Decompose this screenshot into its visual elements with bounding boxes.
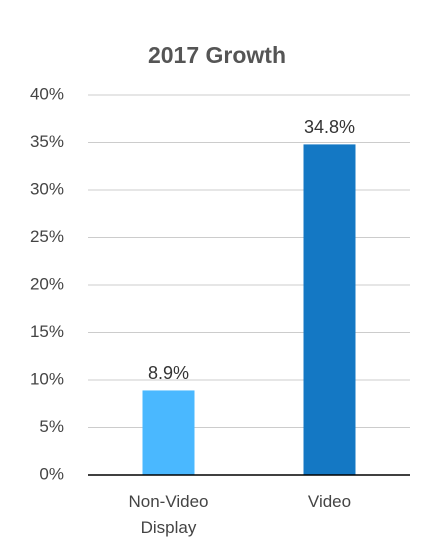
y-tick-label: 0% (39, 464, 64, 483)
y-tick-label: 25% (30, 227, 64, 246)
value-label: 8.9% (148, 363, 189, 383)
y-tick-label: 30% (30, 179, 64, 198)
y-tick-label: 35% (30, 132, 64, 151)
y-tick-label: 15% (30, 322, 64, 341)
bar (303, 144, 356, 475)
y-tick-label: 40% (30, 84, 64, 103)
y-tick-label: 10% (30, 369, 64, 388)
value-label: 34.8% (304, 117, 355, 137)
bar (142, 390, 195, 475)
y-tick-label: 5% (39, 417, 64, 436)
chart-title: 2017 Growth (148, 42, 286, 68)
y-tick-label: 20% (30, 274, 64, 293)
x-tick-label: Video (307, 492, 352, 511)
x-tick-label: Non-Video Display (128, 492, 209, 537)
